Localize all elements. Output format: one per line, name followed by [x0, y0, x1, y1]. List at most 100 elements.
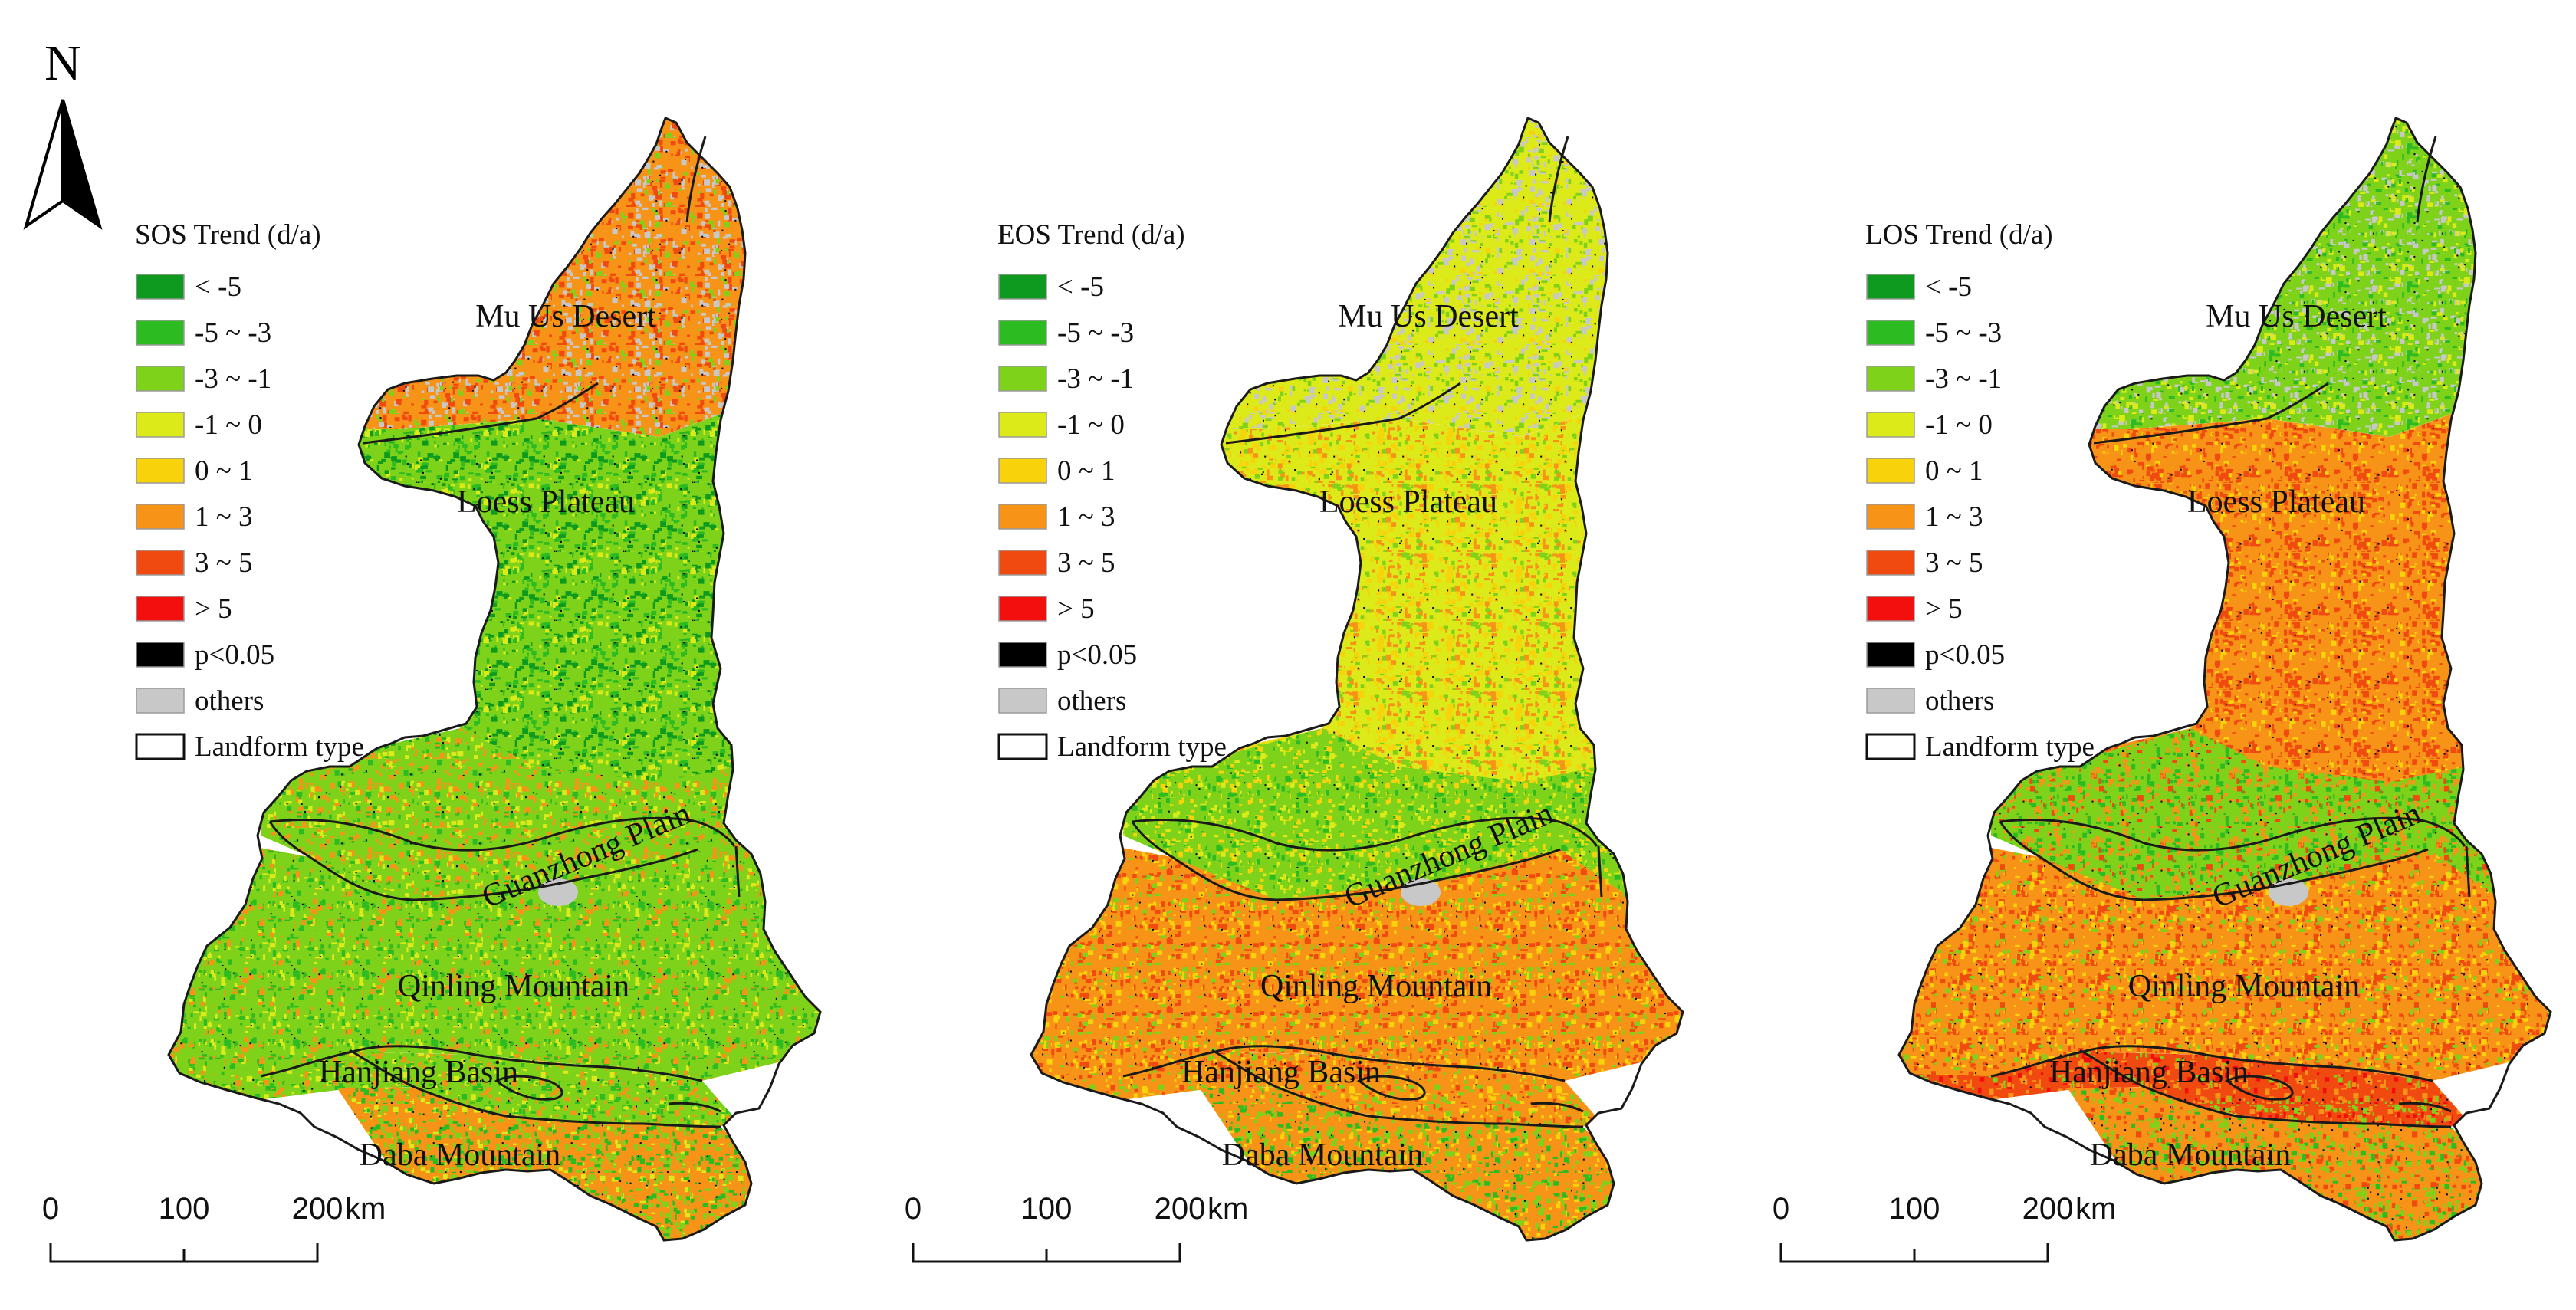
legend-title: EOS Trend (d/a): [997, 219, 1185, 251]
landform-boundary: [734, 845, 741, 898]
region-label-loess: Loess Plateau: [457, 484, 635, 520]
legend-label: < -5: [1925, 271, 1972, 303]
region-label-daba: Daba Mountain: [1222, 1138, 1423, 1173]
region-label-qinling: Qinling Mountain: [1260, 969, 1492, 1004]
legend-label: 3 ~ 5: [195, 547, 253, 579]
landform-boundary: [1132, 816, 1598, 852]
region-fill-qinling: [169, 828, 820, 1088]
scale-bar-tick-label: 200: [1155, 1192, 1206, 1226]
region-label-hanjiang: Hanjiang Basin: [319, 1055, 518, 1090]
region-label-loess: Loess Plateau: [2187, 484, 2365, 520]
legend-swatch: [998, 504, 1047, 530]
legend-label: -3 ~ -1: [1925, 363, 2002, 395]
landform-boundary: [2093, 382, 2329, 445]
legend-label: -3 ~ -1: [1057, 363, 1134, 395]
legend-label: 0 ~ 1: [195, 455, 253, 487]
legend-swatch: [136, 688, 185, 714]
province-outline: [1030, 117, 1684, 1242]
legend-label: p<0.05: [1057, 639, 1137, 671]
landform-boundary: [1131, 821, 1173, 859]
scale-bar-tick-label: 200: [2022, 1192, 2074, 1226]
scale-bar-tick-label: 100: [1889, 1192, 1940, 1226]
landform-boundary: [260, 1045, 703, 1082]
north-arrow-left-half: [23, 99, 64, 230]
scale-bar-line: [49, 1243, 319, 1263]
scale-bar-tick-label: 0: [1773, 1192, 1789, 1226]
legend-swatch: [1866, 458, 1915, 484]
landform-boundary: [1357, 1075, 1426, 1101]
legend-swatch: [1866, 688, 1915, 714]
landform-boundary: [495, 1075, 564, 1101]
legend-swatch: [135, 733, 186, 760]
region-fill-qinling: [1031, 828, 1683, 1088]
landform-boundary: [685, 136, 707, 223]
region-label-daba: Daba Mountain: [360, 1138, 560, 1173]
region-fill-mu_us: [2052, 118, 2497, 460]
legend-label: p<0.05: [1925, 639, 2005, 671]
landform-boundary: [2465, 845, 2471, 898]
legend-swatch: [998, 274, 1047, 300]
legend-swatch: [998, 320, 1047, 346]
legend-swatch: [1866, 366, 1915, 392]
region-fill-mu_us: [1184, 118, 1629, 460]
landform-boundary: [1530, 1102, 1584, 1113]
legend-label: -3 ~ -1: [195, 363, 271, 395]
legend-label: -5 ~ -3: [195, 317, 271, 349]
legend-swatch: [998, 596, 1047, 622]
region-label-daba: Daba Mountain: [2090, 1138, 2291, 1173]
legend-label: others: [1057, 685, 1126, 717]
legend-label: p<0.05: [195, 639, 274, 671]
province-outline: [167, 117, 822, 1242]
landform-boundary: [2079, 1049, 2452, 1128]
landform-boundary: [269, 816, 736, 852]
legend-label: < -5: [1057, 271, 1104, 303]
legend-label: 0 ~ 1: [1057, 455, 1116, 487]
landform-boundary: [1211, 1049, 1584, 1128]
landform-boundary: [349, 1049, 721, 1128]
region-label-mu_us: Mu Us Desert: [1338, 299, 1519, 334]
legend-label: others: [1925, 685, 1994, 717]
region-label-mu_us: Mu Us Desert: [2206, 299, 2387, 334]
landform-boundary: [668, 1102, 721, 1113]
region-fill-mu_us: [322, 118, 767, 460]
region-fill-guanzhong: [1991, 728, 2497, 905]
landform-boundary: [2225, 1075, 2294, 1101]
region-fill-guanzhong: [1123, 728, 1629, 905]
legend-label: > 5: [1925, 593, 1963, 625]
region-fill-hanjiang: [1899, 1052, 2466, 1127]
legend-swatch: [998, 458, 1047, 484]
legend-swatch: [1866, 274, 1915, 300]
legend-swatch: [998, 412, 1047, 438]
landform-boundary: [363, 382, 599, 445]
legend-swatch: [998, 688, 1047, 714]
landform-boundary: [1225, 382, 1461, 445]
legend-swatch: [1866, 320, 1915, 346]
scale-bar-unit: km: [2075, 1192, 2116, 1226]
legend-swatch: [1866, 550, 1915, 576]
scale-bar-line: [1779, 1243, 2049, 1263]
legend-label: -5 ~ -3: [1057, 317, 1134, 349]
region-fill-hanjiang: [169, 1052, 736, 1127]
landform-boundary: [309, 848, 698, 901]
legend-swatch: [136, 642, 185, 668]
region-label-mu_us: Mu Us Desert: [475, 299, 656, 334]
legend-label: 1 ~ 3: [195, 501, 253, 533]
legend-swatch: [998, 366, 1047, 392]
scale-bar-los: 0 100 200 km: [1773, 1192, 2116, 1263]
north-arrow-right-half: [61, 99, 103, 230]
legend-swatch: [136, 274, 185, 300]
landform-boundary: [1999, 816, 2466, 852]
scale-bar-tick-label: 0: [905, 1192, 922, 1226]
legend-swatch: [1866, 596, 1915, 622]
legend-title: LOS Trend (d/a): [1865, 219, 2053, 251]
landform-boundary: [1171, 848, 1561, 901]
legend-swatch: [136, 596, 185, 622]
legend-swatch: [997, 733, 1048, 760]
legend-label: 1 ~ 3: [1925, 501, 1983, 533]
landform-boundary: [1597, 845, 1603, 898]
landform-boundary: [1990, 1045, 2433, 1082]
